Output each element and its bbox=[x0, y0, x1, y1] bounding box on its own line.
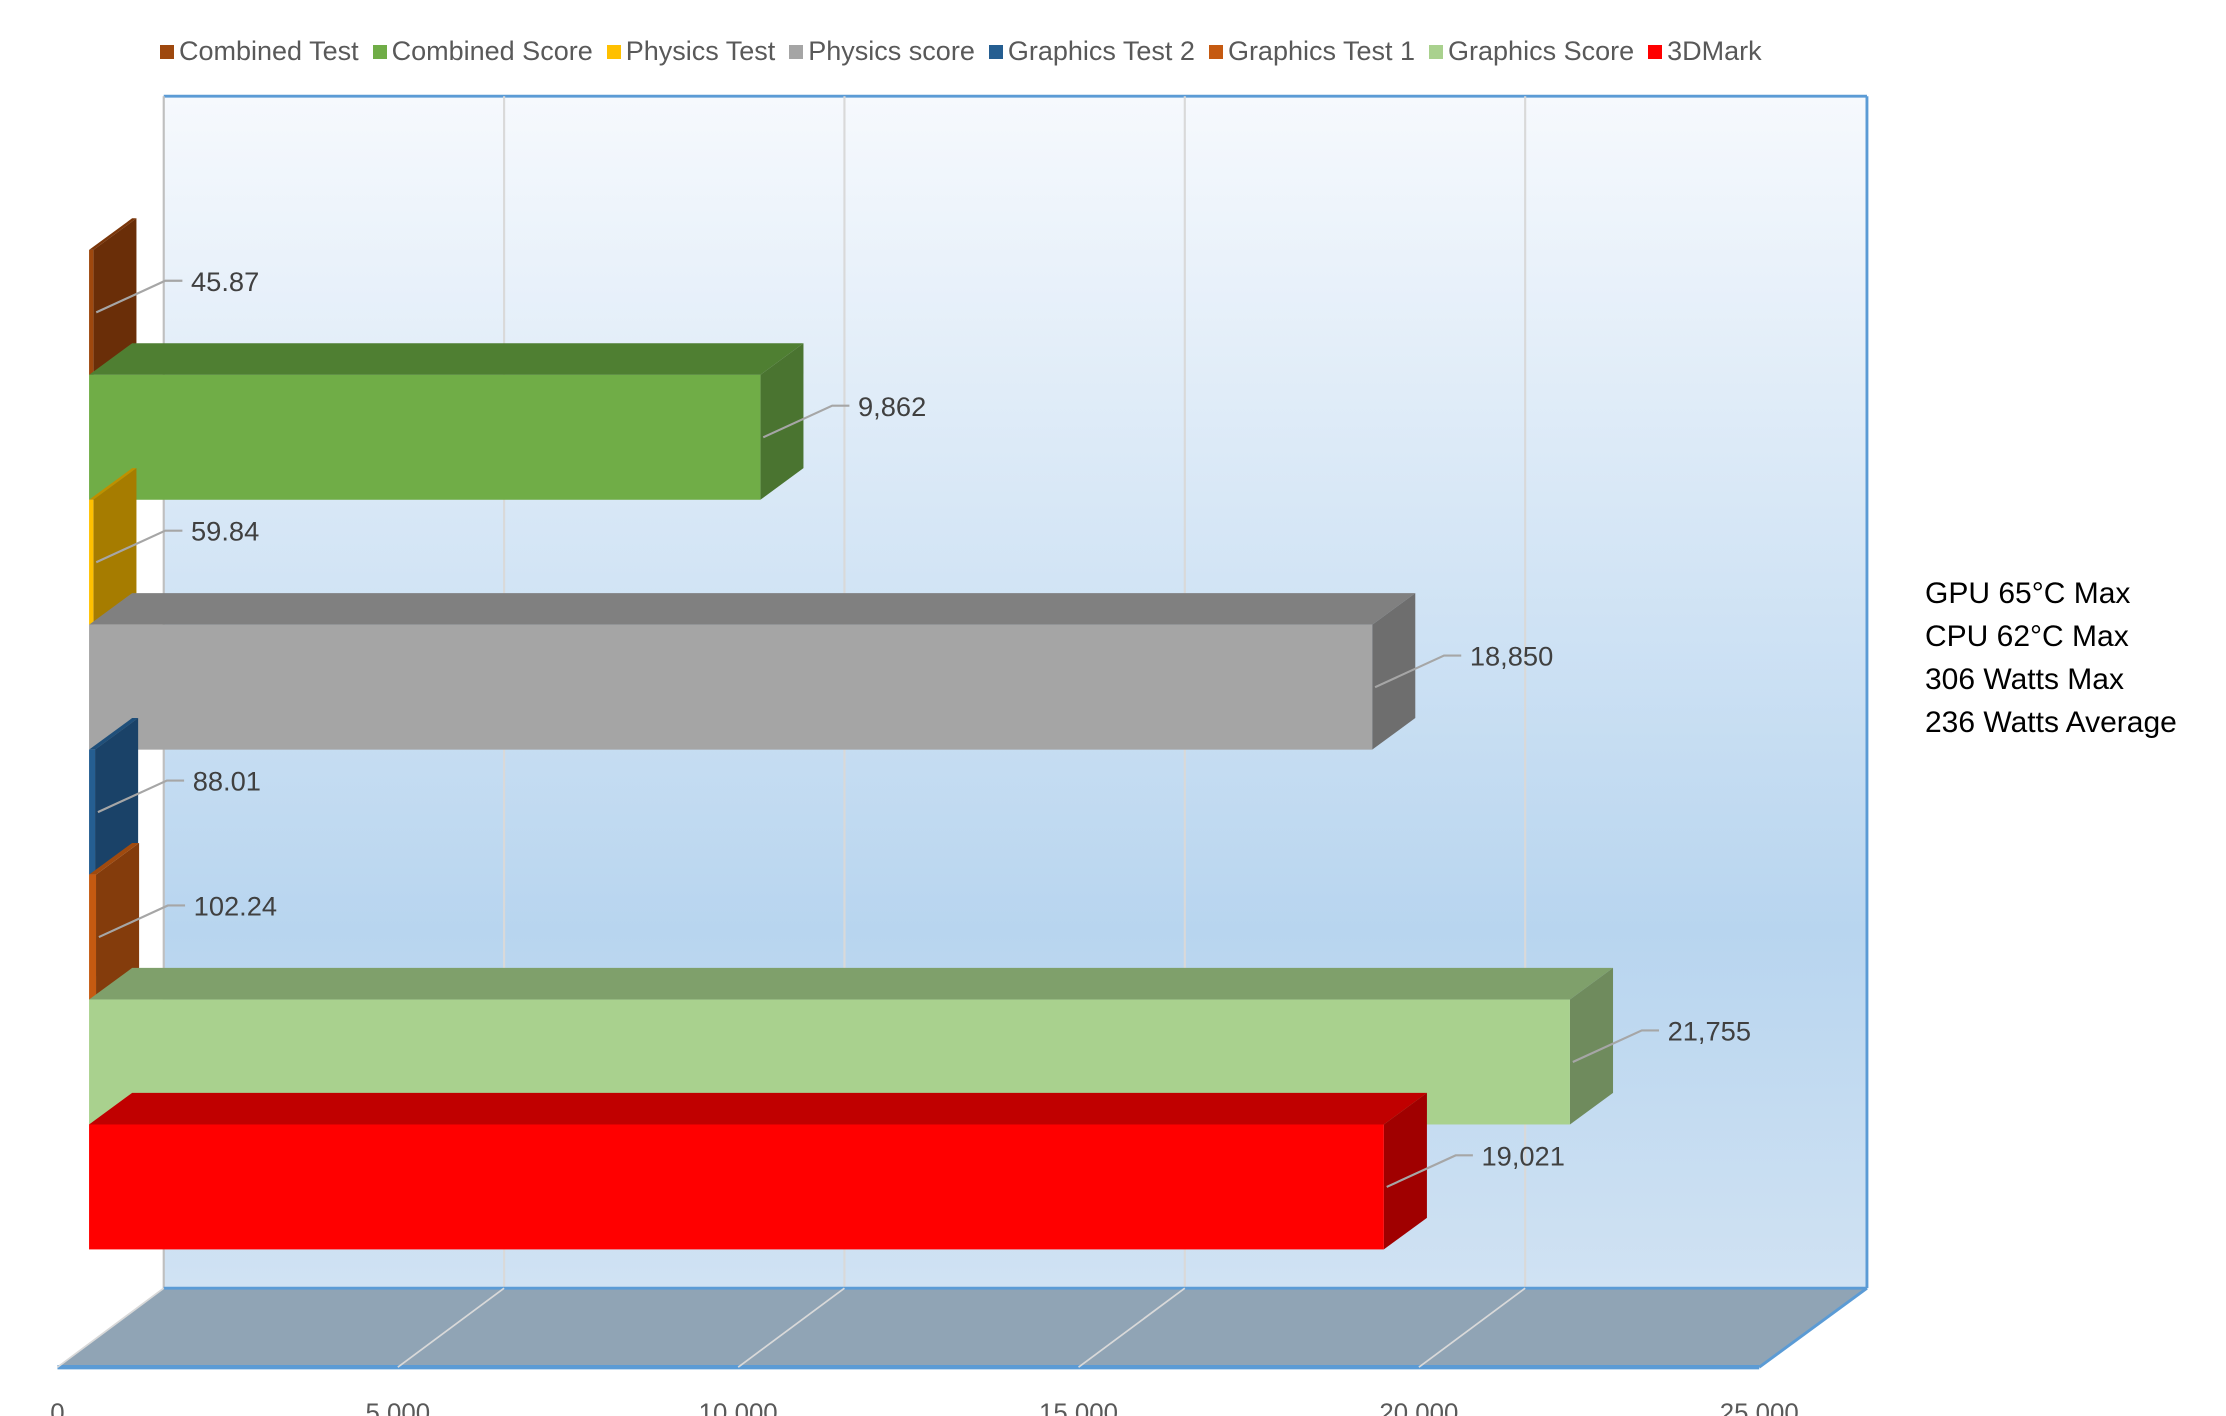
x-tick-label: 0 bbox=[50, 1400, 64, 1416]
x-tick-label: 5,000 bbox=[365, 1400, 430, 1416]
legend: Combined Test Combined Score Physics Test P… bbox=[160, 36, 1762, 67]
leader-line bbox=[98, 904, 186, 939]
bar-top-face bbox=[89, 967, 1614, 1000]
bar-side-face bbox=[95, 718, 139, 875]
bar-top-face bbox=[89, 842, 140, 875]
data-label: 18,850 bbox=[1470, 641, 1553, 672]
bar-top-face bbox=[89, 1092, 1427, 1125]
legend-swatch bbox=[606, 44, 621, 59]
floor-gridline bbox=[1418, 1287, 1526, 1368]
data-label: 21,755 bbox=[1668, 1015, 1751, 1046]
floor-gridline bbox=[397, 1287, 505, 1368]
bar-side-face bbox=[93, 468, 137, 625]
bar-top-face bbox=[89, 593, 1416, 625]
data-label: 88.01 bbox=[193, 766, 261, 797]
floor-gridline bbox=[737, 1287, 845, 1368]
bar-graphics-test-1: 102.24 bbox=[89, 842, 277, 1000]
bar-top-face bbox=[89, 343, 804, 375]
bar-combined-score: 9,862 bbox=[89, 343, 926, 500]
floor-gridlines bbox=[56, 1287, 1526, 1368]
leader-line bbox=[95, 529, 183, 564]
bar-combined-test: 45.87 bbox=[89, 218, 259, 375]
leader-line bbox=[95, 279, 183, 314]
bar-front-face bbox=[89, 1124, 1384, 1250]
floor-gridline bbox=[1078, 1287, 1186, 1368]
legend-item: Physics Test bbox=[606, 36, 776, 67]
annotation-watts-max: 306 Watts Max bbox=[1925, 663, 2124, 696]
bar-side-face bbox=[93, 218, 137, 375]
bars: 45.87 9,862 59.84 18,850 88.01 102.24 21,755 19… bbox=[89, 218, 1751, 1250]
legend-swatch bbox=[1648, 44, 1663, 59]
legend-label: Physics Test bbox=[625, 36, 776, 66]
annotations: GPU 65°C Max CPU 62°C Max 306 Watts Max … bbox=[1925, 572, 2177, 744]
bar-front-face bbox=[89, 374, 761, 500]
legend-swatch bbox=[372, 44, 387, 59]
leader-line bbox=[1572, 1029, 1659, 1063]
legend-item: Graphics Test 2 bbox=[988, 36, 1195, 67]
legend-item: Physics score bbox=[789, 36, 975, 67]
floor bbox=[57, 1286, 1868, 1370]
bar-graphics-test-2: 88.01 bbox=[89, 718, 261, 875]
legend-swatch bbox=[789, 44, 804, 59]
data-label: 19,021 bbox=[1481, 1140, 1564, 1171]
data-label: 45.87 bbox=[191, 266, 259, 297]
legend-swatch bbox=[1429, 44, 1444, 59]
legend-item: Graphics Score bbox=[1429, 36, 1634, 67]
bar-front-face bbox=[89, 249, 94, 375]
x-axis-ticks: 0 5,000 10,000 15,000 20,000 25,000 bbox=[50, 1400, 1798, 1416]
leader-line bbox=[762, 404, 850, 439]
annotation-watts-avg: 236 Watts Average bbox=[1925, 706, 2177, 739]
leader-line bbox=[1374, 654, 1462, 689]
legend-swatch bbox=[1208, 44, 1223, 59]
annotation-cpu-temp: CPU 62°C Max bbox=[1925, 620, 2129, 653]
bar-physics-score: 18,850 bbox=[89, 593, 1553, 750]
legend-swatch bbox=[988, 44, 1003, 59]
legend-item: Combined Test bbox=[160, 36, 359, 67]
bar-top-face bbox=[89, 468, 137, 500]
bar-front-face bbox=[89, 624, 1373, 750]
bar-side-face bbox=[760, 343, 804, 500]
bar-side-face bbox=[1383, 1092, 1427, 1250]
legend-item: 3DMark bbox=[1648, 36, 1762, 67]
bar-side-face bbox=[1372, 593, 1416, 750]
bar-side-face bbox=[96, 842, 140, 1000]
legend-label: 3DMark bbox=[1667, 36, 1762, 66]
bar-physics-test: 59.84 bbox=[89, 468, 259, 625]
bar-front-face bbox=[89, 749, 96, 875]
legend-label: Graphics Score bbox=[1448, 36, 1635, 66]
leader-line bbox=[97, 779, 185, 814]
bar-top-face bbox=[89, 718, 139, 750]
x-tick-label: 20,000 bbox=[1379, 1400, 1458, 1416]
bar-front-face bbox=[89, 874, 97, 1000]
data-label: 59.84 bbox=[191, 516, 259, 547]
bar-front-face bbox=[89, 499, 94, 625]
floor-gridline bbox=[56, 1287, 165, 1368]
x-tick-label: 25,000 bbox=[1720, 1400, 1799, 1416]
bar-side-face bbox=[1569, 967, 1614, 1125]
x-tick-label: 15,000 bbox=[1039, 1400, 1118, 1416]
bar-3dmark: 19,021 bbox=[89, 1092, 1565, 1250]
legend-swatch bbox=[160, 44, 174, 59]
data-label: 102.24 bbox=[194, 891, 277, 922]
legend-label: Combined Test bbox=[179, 36, 359, 66]
legend-label: Graphics Test 1 bbox=[1227, 36, 1416, 66]
leader-line bbox=[1386, 1154, 1473, 1188]
legend-label: Physics score bbox=[808, 36, 975, 66]
data-label: 9,862 bbox=[858, 391, 926, 422]
legend-item: Graphics Test 1 bbox=[1208, 36, 1416, 67]
legend-label: Graphics Test 2 bbox=[1007, 36, 1195, 66]
x-tick-label: 10,000 bbox=[699, 1400, 778, 1416]
annotation-gpu-temp: GPU 65°C Max bbox=[1925, 577, 2131, 610]
legend-label: Combined Score bbox=[391, 36, 593, 66]
bar-top-face bbox=[89, 218, 137, 250]
legend-item: Combined Score bbox=[372, 36, 593, 67]
